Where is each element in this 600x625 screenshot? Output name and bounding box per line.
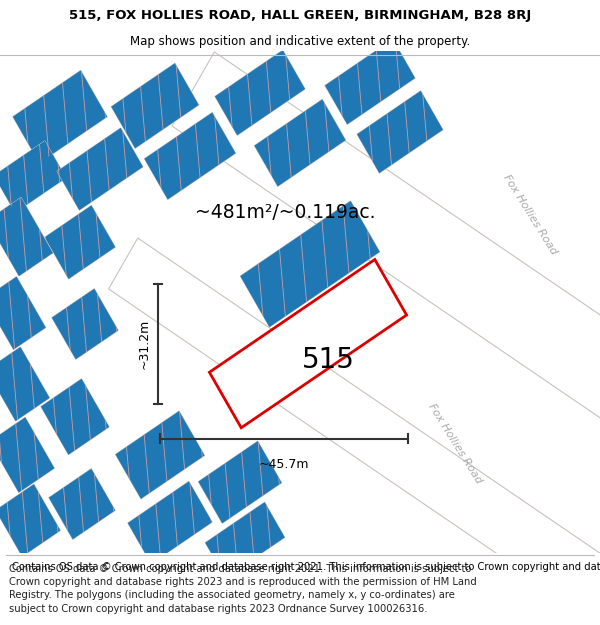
Polygon shape: [0, 277, 46, 349]
Text: ~31.2m: ~31.2m: [137, 319, 151, 369]
Text: Fox Hollies Road: Fox Hollies Road: [426, 402, 484, 486]
Polygon shape: [241, 201, 380, 327]
Polygon shape: [0, 141, 66, 212]
Polygon shape: [215, 50, 305, 135]
Polygon shape: [115, 411, 205, 499]
Polygon shape: [0, 198, 53, 276]
Polygon shape: [128, 481, 212, 564]
Text: Fox Hollies Road: Fox Hollies Road: [501, 173, 559, 257]
Polygon shape: [52, 289, 118, 359]
Polygon shape: [145, 112, 236, 199]
Polygon shape: [325, 39, 415, 124]
Polygon shape: [0, 418, 55, 492]
Polygon shape: [254, 99, 346, 186]
Text: Contains OS data © Crown copyright and database right 2021. This information is : Contains OS data © Crown copyright and d…: [9, 564, 477, 614]
Polygon shape: [0, 418, 55, 492]
Polygon shape: [357, 91, 443, 173]
Polygon shape: [0, 484, 61, 556]
Polygon shape: [111, 63, 199, 148]
Polygon shape: [199, 441, 281, 523]
Polygon shape: [128, 481, 212, 564]
Polygon shape: [13, 71, 107, 163]
Polygon shape: [0, 484, 61, 556]
Polygon shape: [209, 259, 407, 428]
Polygon shape: [45, 206, 115, 279]
Polygon shape: [357, 91, 443, 173]
Polygon shape: [41, 379, 109, 454]
Polygon shape: [45, 206, 115, 279]
Polygon shape: [111, 63, 199, 148]
Polygon shape: [257, 285, 363, 384]
Polygon shape: [49, 469, 115, 539]
Polygon shape: [57, 128, 143, 210]
Polygon shape: [199, 441, 281, 523]
Polygon shape: [172, 52, 600, 531]
Polygon shape: [13, 71, 107, 163]
Polygon shape: [205, 503, 285, 578]
Polygon shape: [205, 503, 285, 578]
Polygon shape: [0, 141, 66, 212]
Text: 515: 515: [302, 346, 355, 374]
Polygon shape: [0, 277, 46, 349]
Text: Map shows position and indicative extent of the property.: Map shows position and indicative extent…: [130, 34, 470, 48]
Polygon shape: [57, 128, 143, 210]
Polygon shape: [41, 379, 109, 454]
Polygon shape: [115, 411, 205, 499]
Text: 515, FOX HOLLIES ROAD, HALL GREEN, BIRMINGHAM, B28 8RJ: 515, FOX HOLLIES ROAD, HALL GREEN, BIRMI…: [69, 9, 531, 22]
Polygon shape: [49, 469, 115, 539]
Text: ~481m²/~0.119ac.: ~481m²/~0.119ac.: [195, 203, 376, 222]
Polygon shape: [215, 50, 305, 135]
Polygon shape: [254, 99, 346, 186]
Text: ~45.7m: ~45.7m: [259, 458, 309, 471]
Polygon shape: [52, 289, 118, 359]
Polygon shape: [145, 112, 236, 199]
Polygon shape: [109, 238, 600, 625]
Text: Contains OS data © Crown copyright and database right 2021. This information is : Contains OS data © Crown copyright and d…: [12, 562, 600, 572]
Polygon shape: [325, 39, 415, 124]
Polygon shape: [257, 285, 363, 384]
Polygon shape: [0, 347, 50, 421]
Polygon shape: [0, 347, 50, 421]
Polygon shape: [0, 198, 53, 276]
Polygon shape: [241, 201, 380, 327]
